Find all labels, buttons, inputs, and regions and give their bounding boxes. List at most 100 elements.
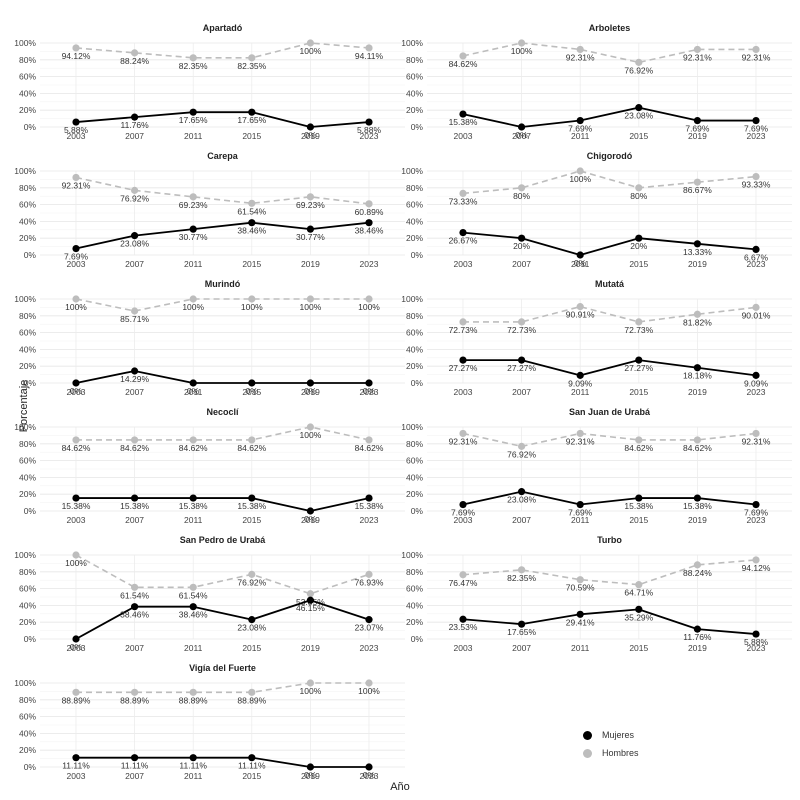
- y-tick-label: 100%: [401, 166, 423, 176]
- x-tick-label: 2003: [67, 259, 86, 269]
- data-point-mujeres: [752, 500, 760, 509]
- data-label-mujeres: 20%: [513, 241, 530, 251]
- x-tick-label: 2019: [301, 387, 320, 397]
- data-label-hombres: 69.23%: [179, 200, 208, 210]
- series-line-hombres: [462, 42, 756, 64]
- data-label-mujeres: 30.77%: [179, 232, 208, 242]
- data-label-mujeres: 0%: [304, 770, 317, 780]
- data-label-hombres: 92.31%: [742, 52, 771, 62]
- data-point-mujeres: [752, 245, 760, 253]
- x-tick-label: 2011: [571, 259, 590, 269]
- data-label-hombres: 72.73%: [624, 325, 653, 335]
- data-label-mujeres: 29.41%: [566, 617, 595, 627]
- data-point-hombres: [131, 186, 139, 194]
- data-point-hombres: [576, 303, 584, 311]
- data-point-hombres: [306, 590, 314, 598]
- data-label-mujeres: 18.18%: [683, 371, 712, 381]
- data-label-mujeres: 17.65%: [507, 627, 536, 637]
- x-tick-label: 2019: [301, 131, 320, 141]
- series-line-mujeres: [462, 608, 757, 635]
- x-tick-label: 2007: [512, 259, 531, 269]
- data-point-hombres: [752, 556, 760, 564]
- data-label-mujeres: 17.65%: [237, 115, 266, 125]
- data-label-mujeres: 38.46%: [120, 610, 149, 620]
- x-tick-label: 2019: [301, 259, 320, 269]
- data-point-hombres: [248, 436, 256, 444]
- data-label-mujeres: 5.88%: [744, 637, 769, 647]
- data-label-mujeres: 14.29%: [120, 374, 149, 384]
- data-label-hombres: 100%: [300, 430, 322, 440]
- data-label-mujeres: 27.27%: [449, 363, 478, 373]
- data-point-mujeres: [72, 754, 80, 762]
- data-point-hombres: [248, 570, 256, 578]
- data-label-mujeres: 11.11%: [179, 761, 207, 771]
- data-point-mujeres: [635, 605, 643, 613]
- data-point-hombres: [189, 295, 197, 303]
- data-label-mujeres: 30.77%: [296, 232, 325, 242]
- panel-vigia-del-fuerte: Vigía del Fuerte 0% 20% 40% 60% 80% 100% 2003 20…: [14, 663, 405, 781]
- data-point-mujeres: [693, 625, 702, 633]
- data-point-mujeres: [752, 630, 760, 638]
- x-tick-label: 2015: [242, 515, 261, 525]
- x-tick-label: 2007: [125, 131, 144, 141]
- data-label-hombres: 84.62%: [449, 59, 478, 69]
- data-point-mujeres: [459, 110, 467, 118]
- data-label-hombres: 94.12%: [62, 51, 91, 61]
- data-point-hombres: [576, 429, 584, 438]
- data-point-hombres: [693, 561, 702, 569]
- data-label-hombres: 100%: [569, 174, 591, 184]
- data-point-mujeres: [576, 500, 584, 509]
- y-tick-label: 20%: [406, 489, 423, 499]
- data-point-hombres: [518, 318, 526, 326]
- data-label-mujeres: 38.46%: [237, 226, 266, 236]
- data-point-mujeres: [131, 754, 139, 762]
- y-tick-label: 80%: [19, 311, 36, 321]
- y-axis-label: Porcentaje: [18, 379, 30, 433]
- data-point-mujeres: [131, 494, 139, 502]
- data-point-hombres: [131, 307, 139, 315]
- data-point-mujeres: [248, 754, 256, 762]
- y-tick-label: 20%: [19, 105, 36, 115]
- data-label-hombres: 76.92%: [624, 65, 653, 75]
- data-point-mujeres: [306, 763, 314, 771]
- data-label-mujeres: 15.38%: [683, 501, 712, 511]
- x-tick-label: 2007: [125, 515, 144, 525]
- data-point-mujeres: [72, 244, 80, 253]
- data-label-mujeres: 15.38%: [62, 501, 91, 511]
- data-label-mujeres: 20%: [630, 241, 647, 251]
- x-tick-label: 2023: [747, 515, 766, 525]
- data-label-mujeres: 0%: [515, 130, 528, 140]
- data-label-hombres: 76.92%: [507, 449, 536, 459]
- data-point-hombres: [635, 318, 643, 326]
- x-tick-label: 2003: [67, 771, 86, 781]
- y-tick-label: 20%: [19, 489, 36, 499]
- y-tick-label: 40%: [406, 600, 423, 610]
- y-tick-label: 20%: [19, 361, 36, 371]
- data-point-hombres: [459, 571, 467, 579]
- data-point-mujeres: [635, 494, 643, 502]
- x-tick-label: 2015: [242, 131, 261, 141]
- data-label-hombres: 100%: [241, 302, 263, 312]
- series-line-hombres: [75, 554, 370, 595]
- data-label-mujeres: 26.67%: [449, 236, 478, 246]
- data-label-hombres: 100%: [358, 302, 380, 312]
- data-label-hombres: 73.33%: [449, 196, 478, 206]
- y-tick-label: 100%: [401, 422, 423, 432]
- data-point-hombres: [635, 184, 643, 192]
- data-point-mujeres: [131, 603, 139, 611]
- data-label-mujeres: 11.11%: [62, 761, 90, 771]
- x-tick-label: 2023: [360, 387, 379, 397]
- series-line-mujeres: [463, 359, 757, 377]
- data-point-hombres: [131, 583, 139, 591]
- y-tick-label: 40%: [406, 88, 423, 98]
- y-tick-label: 0%: [411, 122, 424, 132]
- data-point-mujeres: [189, 603, 197, 611]
- data-point-mujeres: [693, 240, 702, 248]
- data-label-mujeres: 11.11%: [121, 761, 149, 771]
- data-point-mujeres: [576, 251, 584, 259]
- data-label-hombres: 92.31%: [742, 436, 771, 446]
- data-label-mujeres: 23.08%: [507, 495, 536, 505]
- data-label-mujeres: 15.38%: [355, 501, 384, 511]
- data-label-hombres: 84.62%: [355, 443, 384, 453]
- y-tick-label: 60%: [406, 200, 423, 210]
